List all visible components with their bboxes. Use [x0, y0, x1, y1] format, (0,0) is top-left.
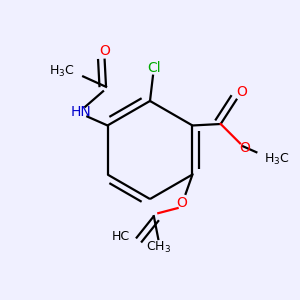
- Text: O: O: [239, 141, 250, 155]
- Text: H$_3$C: H$_3$C: [49, 64, 75, 79]
- Text: Cl: Cl: [148, 61, 161, 75]
- Text: O: O: [177, 196, 188, 210]
- Text: CH$_3$: CH$_3$: [146, 240, 171, 255]
- Text: H$_3$C: H$_3$C: [264, 152, 290, 167]
- Text: HN: HN: [70, 105, 91, 119]
- Text: HC: HC: [112, 230, 130, 243]
- Text: O: O: [99, 44, 110, 58]
- Text: O: O: [236, 85, 247, 99]
